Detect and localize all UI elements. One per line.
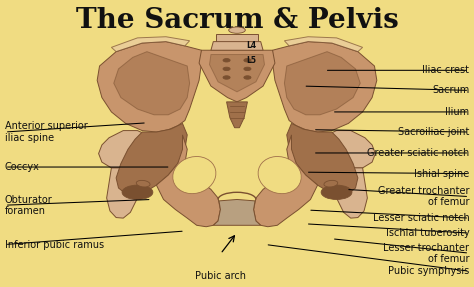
Ellipse shape <box>258 156 301 194</box>
Ellipse shape <box>223 67 230 71</box>
Ellipse shape <box>244 59 251 62</box>
Ellipse shape <box>173 156 216 194</box>
Polygon shape <box>273 42 377 132</box>
Polygon shape <box>284 37 363 52</box>
Text: Anterior superior
iliac spine: Anterior superior iliac spine <box>5 121 88 143</box>
Text: Sacroiliac joint: Sacroiliac joint <box>398 127 469 137</box>
Ellipse shape <box>122 185 153 199</box>
Polygon shape <box>254 135 318 227</box>
Polygon shape <box>213 199 261 225</box>
Polygon shape <box>334 168 367 218</box>
Text: Iliac crest: Iliac crest <box>422 65 469 75</box>
Ellipse shape <box>136 180 150 187</box>
Polygon shape <box>322 131 375 168</box>
Polygon shape <box>199 50 275 102</box>
Text: Ischial tuberosity: Ischial tuberosity <box>385 228 469 238</box>
Ellipse shape <box>321 185 352 199</box>
Polygon shape <box>284 52 360 115</box>
Text: Greater sciatic notch: Greater sciatic notch <box>367 148 469 158</box>
Polygon shape <box>116 123 187 195</box>
Text: Coccyx: Coccyx <box>5 162 40 172</box>
Text: L5: L5 <box>246 56 256 65</box>
Text: Ishial spine: Ishial spine <box>414 169 469 179</box>
Polygon shape <box>97 42 201 132</box>
Polygon shape <box>111 37 190 52</box>
Text: Pubic symphysis: Pubic symphysis <box>388 266 469 276</box>
Polygon shape <box>210 55 264 92</box>
Text: The Sacrum & Pelvis: The Sacrum & Pelvis <box>76 7 398 34</box>
Text: Ilium: Ilium <box>445 107 469 117</box>
Polygon shape <box>114 52 190 115</box>
Ellipse shape <box>244 67 251 71</box>
Polygon shape <box>287 123 358 195</box>
Text: Lesser trochanter
of femur: Lesser trochanter of femur <box>383 243 469 264</box>
Polygon shape <box>99 131 152 168</box>
Text: L4: L4 <box>246 41 256 51</box>
Polygon shape <box>227 102 247 128</box>
Polygon shape <box>156 135 220 227</box>
Ellipse shape <box>244 76 251 79</box>
Polygon shape <box>211 42 263 50</box>
Text: Sacrum: Sacrum <box>432 86 469 95</box>
Ellipse shape <box>228 27 246 33</box>
Text: Inferior pubic ramus: Inferior pubic ramus <box>5 240 104 249</box>
Text: Pubic arch: Pubic arch <box>195 271 246 281</box>
Ellipse shape <box>223 59 230 62</box>
Text: Lesser sciatic notch: Lesser sciatic notch <box>373 213 469 223</box>
Ellipse shape <box>223 76 230 79</box>
Polygon shape <box>107 168 140 218</box>
Text: Obturator
foramen: Obturator foramen <box>5 195 53 216</box>
Ellipse shape <box>324 180 338 187</box>
Polygon shape <box>216 34 258 42</box>
Text: Greater trochanter
of femur: Greater trochanter of femur <box>378 186 469 207</box>
